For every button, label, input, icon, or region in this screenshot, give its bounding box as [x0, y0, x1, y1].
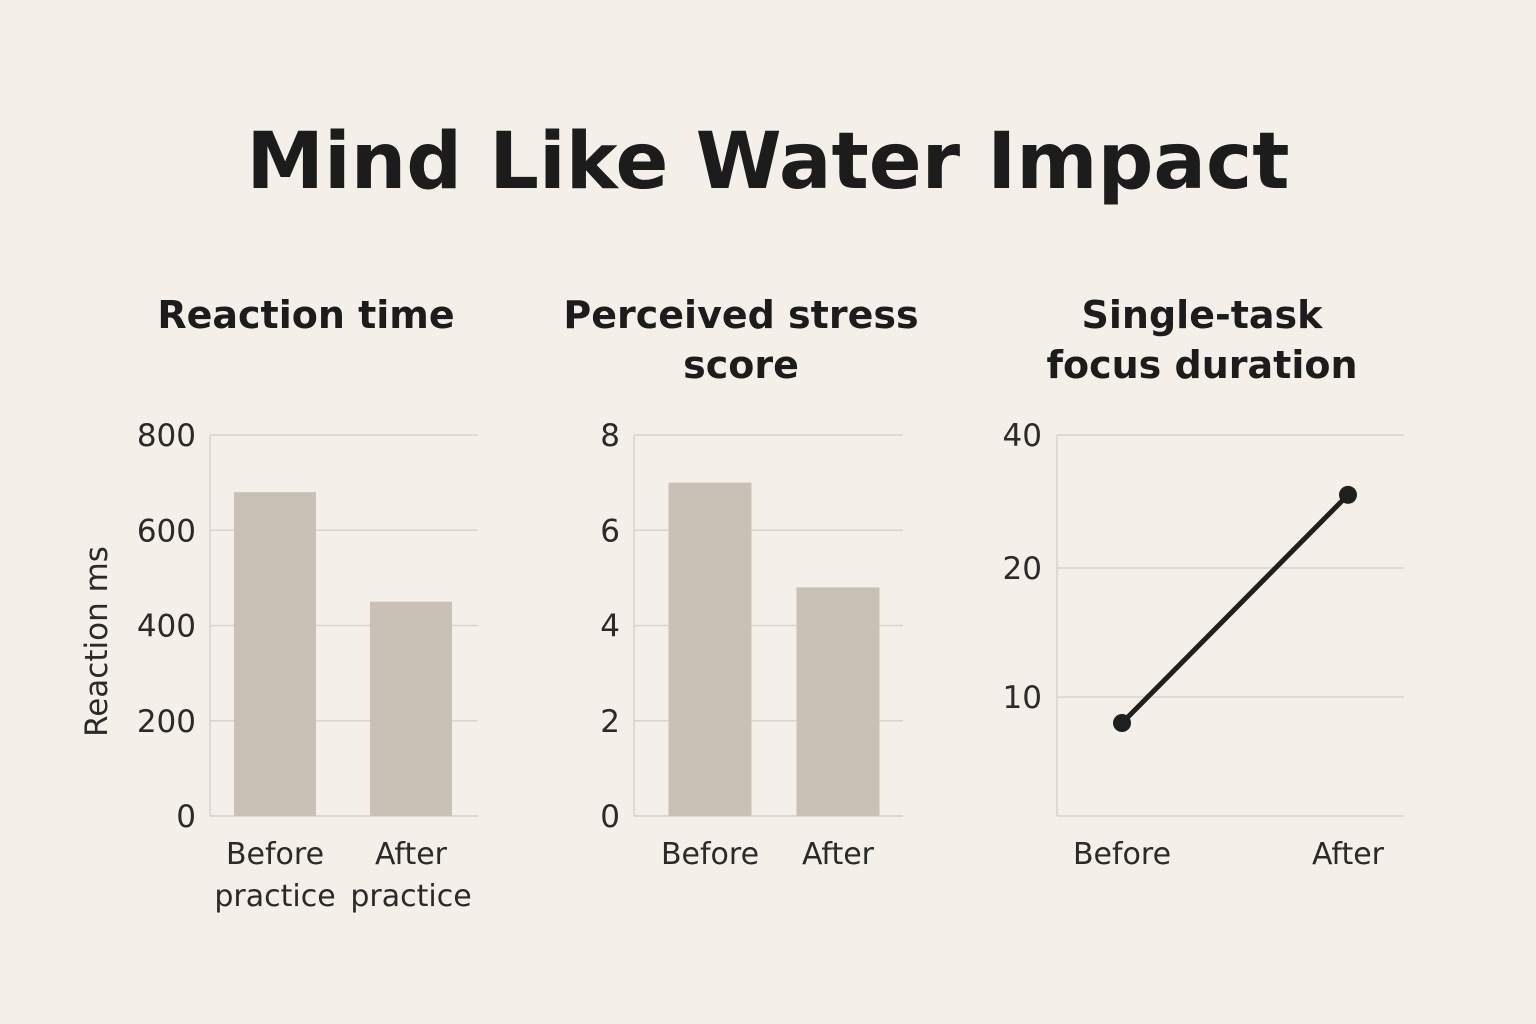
reaction-time-chart: Reaction time 0 200 400 600 800 Reaction ms Bef…: [79, 293, 478, 914]
chart1-x-tick-line: practice: [350, 879, 471, 914]
chart1-y-tick-label: 200: [137, 704, 196, 740]
chart2-bar-2: [796, 587, 880, 816]
chart1-x-tick-line: Before: [226, 837, 324, 872]
chart2-y-tick-label: 6: [600, 513, 620, 549]
chart2-x-tick-label: Before: [661, 837, 759, 872]
page-title: Mind Like Water Impact: [246, 117, 1289, 207]
chart1-y-axis-label: Reaction ms: [79, 546, 115, 737]
chart2-y-tick-label: 4: [600, 609, 620, 645]
chart3-x-tick-label: Before: [1073, 837, 1171, 872]
chart1-x-tick-label: After practice: [350, 837, 471, 914]
chart2-x-tick-line: After: [802, 837, 875, 872]
chart3-x-tick-label: After: [1312, 837, 1385, 872]
focus-duration-chart: Single-task focus duration 10 20 40 Before Aft…: [1003, 293, 1404, 872]
chart2-x-tick-label: After: [802, 837, 875, 872]
chart3-title-line: focus duration: [1046, 343, 1357, 387]
chart1-x-tick-label: Before practice: [214, 837, 335, 914]
chart1-bar-2: [370, 601, 452, 816]
chart1-y-tick-label: 0: [176, 799, 196, 835]
chart2-title-line: Perceived stress: [563, 293, 918, 337]
chart1-x-tick-line: practice: [214, 879, 335, 914]
chart3-y-tick-label: 40: [1003, 418, 1042, 454]
chart3-x-tick-line: After: [1312, 837, 1385, 872]
chart3-y-tick-label: 10: [1003, 680, 1042, 716]
chart1-title-line: Reaction time: [157, 293, 454, 337]
chart3-title-line: Single-task: [1082, 293, 1324, 337]
chart1-x-tick-line: After: [375, 837, 448, 872]
chart1-y-tick-label: 800: [137, 418, 196, 454]
chart3-series-line: [1120, 493, 1350, 725]
chart3-x-tick-line: Before: [1073, 837, 1171, 872]
chart2-y-tick-label: 0: [600, 799, 620, 835]
chart2-y-tick-label: 8: [600, 418, 620, 454]
chart2-title-line: score: [683, 343, 799, 387]
chart1-bar-1: [234, 492, 316, 816]
perceived-stress-chart: Perceived stress score 0 2 4 6 8 Before After: [563, 293, 918, 872]
chart3-point-2: [1339, 485, 1357, 504]
chart2-bar-1: [668, 482, 752, 816]
chart1-y-tick-label: 600: [137, 513, 196, 549]
chart2-x-tick-line: Before: [661, 837, 759, 872]
chart2-y-tick-label: 2: [600, 704, 620, 740]
chart1-y-tick-label: 400: [137, 609, 196, 645]
chart3-point-1: [1113, 714, 1131, 732]
chart3-y-tick-label: 20: [1003, 551, 1042, 587]
chart1-title: Reaction time: [157, 293, 454, 337]
chart3-title: Single-task focus duration: [1046, 293, 1357, 387]
chart2-title: Perceived stress score: [563, 293, 918, 387]
